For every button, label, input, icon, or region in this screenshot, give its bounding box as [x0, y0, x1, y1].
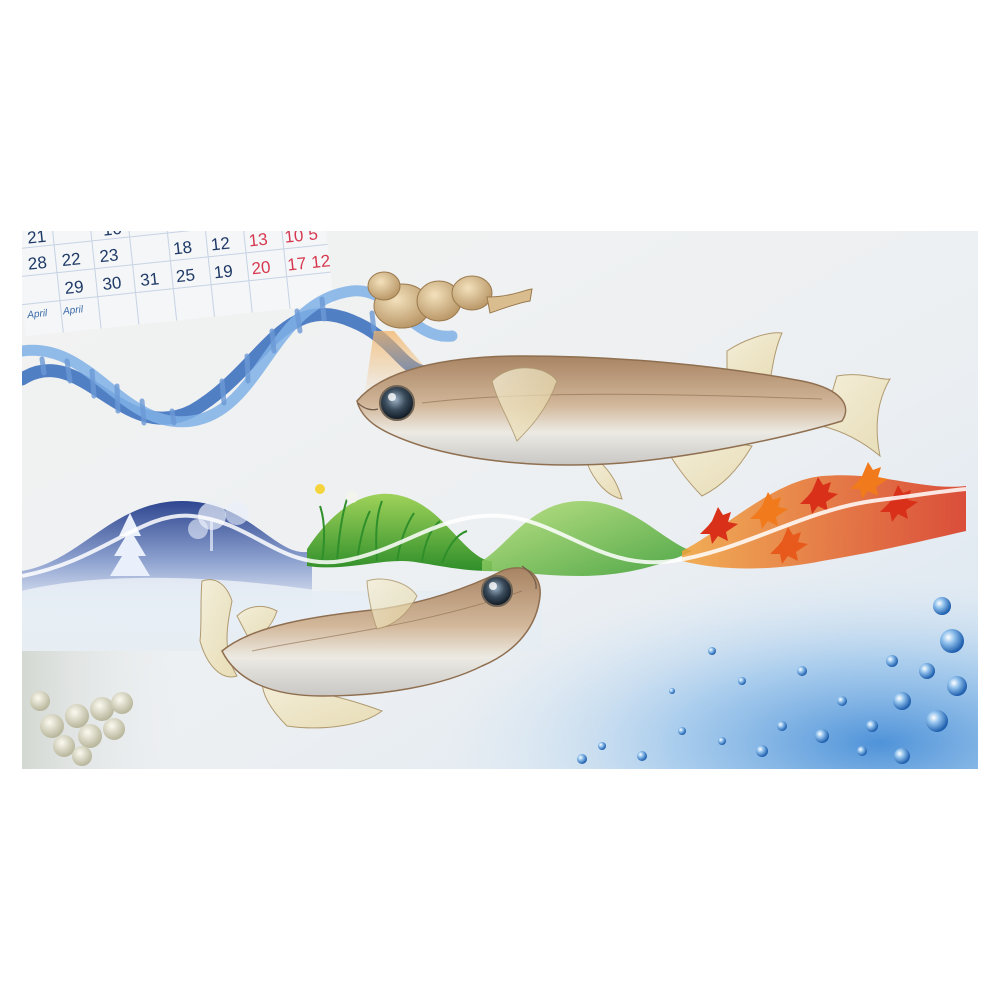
- svg-text:31: 31: [139, 269, 160, 290]
- svg-text:17: 17: [286, 254, 307, 275]
- spring-panel: [307, 493, 492, 571]
- bubble-icon: [577, 597, 967, 764]
- svg-text:12: 12: [310, 251, 331, 272]
- illustration-svg: 21 16 11 6 3 3 28 22 23 18 12 13 10 5 29…: [22, 231, 978, 769]
- svg-text:10: 10: [284, 231, 305, 247]
- svg-text:12: 12: [210, 234, 231, 255]
- egg-cluster-icon: [22, 651, 182, 769]
- calendar-icon: 21 16 11 6 3 3 28 22 23 18 12 13 10 5 29…: [22, 231, 334, 337]
- fish-icon: [199, 565, 541, 729]
- svg-text:18: 18: [172, 238, 193, 259]
- svg-text:23: 23: [99, 245, 120, 266]
- svg-text:28: 28: [27, 253, 48, 274]
- tree-icon: [110, 501, 249, 576]
- svg-text:22: 22: [61, 249, 82, 270]
- svg-text:29: 29: [64, 277, 85, 298]
- svg-text:19: 19: [213, 261, 234, 282]
- svg-text:21: 21: [26, 231, 47, 248]
- svg-text:30: 30: [102, 273, 123, 294]
- svg-text:20: 20: [251, 257, 272, 278]
- svg-text:5: 5: [307, 231, 318, 244]
- summer-panel: [482, 501, 692, 576]
- svg-text:16: 16: [102, 231, 123, 240]
- svg-text:13: 13: [248, 231, 269, 250]
- svg-text:25: 25: [175, 265, 196, 286]
- fish-icon: [356, 332, 892, 500]
- calendar-month-label: April: [26, 308, 49, 321]
- grass-icon: [319, 498, 468, 564]
- illustration-panel: 21 16 11 6 3 3 28 22 23 18 12 13 10 5 29…: [22, 231, 978, 769]
- calendar-month-label: April: [62, 304, 85, 317]
